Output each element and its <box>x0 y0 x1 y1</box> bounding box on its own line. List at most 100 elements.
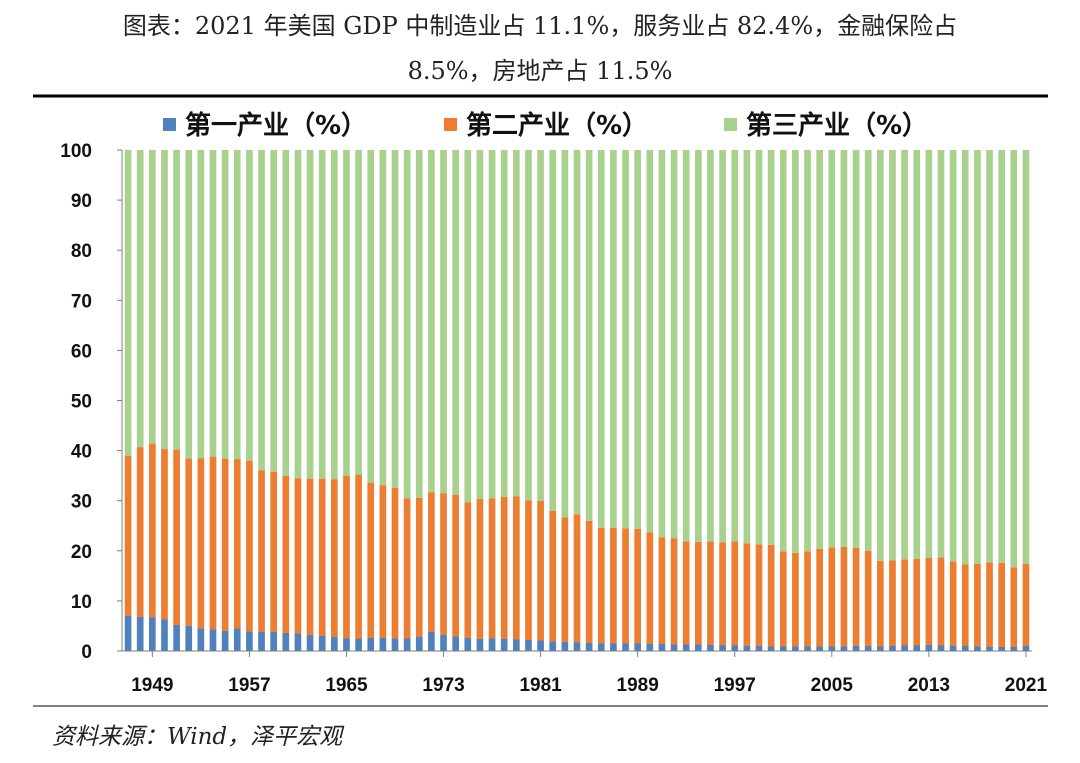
bar-primary-1974 <box>452 636 459 651</box>
bar-tertiary-1980 <box>525 150 532 501</box>
bar-secondary-1979 <box>513 496 520 640</box>
bar-secondary-1958 <box>258 470 265 632</box>
bar-tertiary-1994 <box>695 150 702 542</box>
bar-primary-1949 <box>149 617 156 651</box>
bar-primary-2020 <box>1010 646 1018 651</box>
bar-primary-1991 <box>658 643 666 651</box>
bar-secondary-1987 <box>610 527 617 644</box>
bar-secondary-2011 <box>901 559 908 646</box>
y-tick-label: 40 <box>71 442 92 463</box>
bar-primary-1964 <box>331 636 338 651</box>
bar-secondary-1968 <box>379 485 387 638</box>
bar-primary-1990 <box>646 643 654 651</box>
bar-series <box>124 150 1030 651</box>
source-note: 资料来源：Wind，泽平宏观 <box>52 724 345 750</box>
bar-secondary-2006 <box>840 546 848 647</box>
bar-tertiary-2002 <box>792 150 799 553</box>
bar-primary-1975 <box>464 637 472 651</box>
bar-primary-2003 <box>804 646 811 651</box>
bar-primary-2021 <box>1022 645 1030 651</box>
bar-secondary-1992 <box>670 538 678 645</box>
bar-secondary-1974 <box>452 494 459 637</box>
bar-secondary-2004 <box>816 548 823 647</box>
bar-secondary-2017 <box>974 563 981 647</box>
x-tick-label: 1981 <box>519 675 562 696</box>
bar-tertiary-1964 <box>331 150 338 480</box>
bar-primary-1994 <box>695 644 702 651</box>
bar-secondary-1955 <box>221 458 229 631</box>
bar-secondary-1980 <box>525 500 532 640</box>
bar-primary-2015 <box>949 645 957 651</box>
bar-tertiary-1997 <box>731 150 739 542</box>
bar-primary-1962 <box>306 634 314 651</box>
bar-secondary-1947 <box>124 455 132 616</box>
bar-tertiary-2016 <box>961 150 969 565</box>
bar-secondary-1969 <box>391 487 399 639</box>
bar-primary-1970 <box>403 638 411 651</box>
bar-tertiary-1978 <box>500 150 508 497</box>
bar-tertiary-1969 <box>391 150 399 488</box>
bar-primary-1958 <box>258 631 265 651</box>
bar-primary-1966 <box>355 638 362 651</box>
legend-label-secondary: 第二产业（%） <box>466 110 648 141</box>
bar-secondary-1960 <box>282 475 290 633</box>
bar-primary-1965 <box>343 638 350 651</box>
bar-primary-2018 <box>986 646 993 651</box>
y-tick-label: 60 <box>71 341 92 362</box>
bar-primary-2017 <box>974 646 981 651</box>
bar-secondary-1961 <box>294 478 302 634</box>
bar-secondary-2019 <box>998 562 1005 647</box>
bar-secondary-2021 <box>1022 563 1030 646</box>
bar-primary-1956 <box>233 628 241 651</box>
bar-tertiary-1960 <box>282 150 290 476</box>
bar-tertiary-1991 <box>658 150 666 538</box>
bar-primary-2000 <box>767 646 775 651</box>
bar-tertiary-1990 <box>646 150 654 533</box>
bar-tertiary-1988 <box>622 150 629 529</box>
bar-primary-1957 <box>246 631 253 651</box>
bar-secondary-1948 <box>136 447 144 617</box>
x-tick-label: 1973 <box>422 675 464 696</box>
bar-tertiary-1950 <box>161 150 168 450</box>
bar-tertiary-1996 <box>719 150 726 543</box>
bar-primary-1984 <box>573 642 581 651</box>
bar-secondary-1964 <box>331 479 338 637</box>
y-axis-ticks: 0 10 20 30 40 50 60 70 80 90 100 <box>60 141 92 663</box>
bar-secondary-1957 <box>246 460 253 632</box>
bar-tertiary-1966 <box>355 150 362 475</box>
bar-secondary-1986 <box>597 527 605 644</box>
bar-primary-1951 <box>173 624 180 651</box>
bar-tertiary-1977 <box>488 150 496 499</box>
bar-primary-1960 <box>282 632 290 651</box>
bar-primary-1948 <box>136 616 144 651</box>
bar-tertiary-1949 <box>149 150 156 444</box>
bar-primary-1978 <box>500 638 508 651</box>
bar-tertiary-2018 <box>986 150 993 563</box>
bar-secondary-1996 <box>719 542 726 645</box>
bar-primary-1997 <box>731 645 739 651</box>
bar-tertiary-1986 <box>597 150 605 528</box>
bar-secondary-1990 <box>646 532 654 644</box>
bar-primary-1971 <box>415 636 423 651</box>
axes <box>117 149 1032 652</box>
bar-tertiary-1979 <box>513 150 520 497</box>
bar-secondary-1982 <box>549 510 557 642</box>
bar-primary-1982 <box>549 641 557 651</box>
bar-primary-1977 <box>488 638 496 651</box>
x-tick-label: 2005 <box>811 675 854 696</box>
bar-primary-2005 <box>828 646 836 651</box>
bar-secondary-1976 <box>476 498 484 639</box>
bar-secondary-1952 <box>185 458 193 626</box>
bar-secondary-2005 <box>828 547 836 647</box>
bar-primary-2012 <box>913 645 921 651</box>
bar-primary-1992 <box>670 644 678 651</box>
bar-primary-2009 <box>877 646 884 651</box>
bar-tertiary-1965 <box>343 150 350 476</box>
bar-tertiary-1987 <box>610 150 617 528</box>
bar-tertiary-1973 <box>440 150 447 494</box>
bar-secondary-1983 <box>561 517 569 642</box>
bar-primary-2001 <box>779 646 787 651</box>
bar-tertiary-1967 <box>367 150 375 483</box>
bar-tertiary-1957 <box>246 150 253 461</box>
bar-secondary-1962 <box>306 478 314 635</box>
